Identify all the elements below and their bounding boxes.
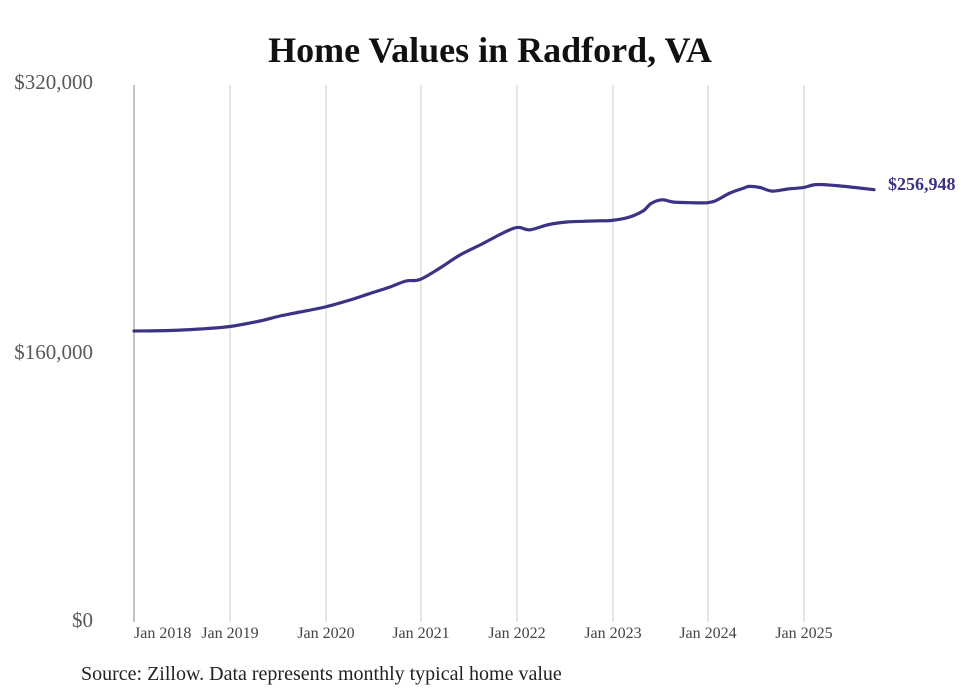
svg-text:Jan 2021: Jan 2021	[392, 625, 449, 642]
svg-text:Jan 2019: Jan 2019	[201, 625, 258, 642]
svg-text:Jan 2025: Jan 2025	[775, 625, 832, 642]
svg-text:$256,948: $256,948	[888, 174, 956, 194]
svg-text:Jan 2020: Jan 2020	[297, 625, 354, 642]
svg-text:$320,000: $320,000	[14, 70, 93, 94]
svg-text:$160,000: $160,000	[14, 340, 93, 364]
svg-text:Jan 2023: Jan 2023	[584, 625, 641, 642]
svg-text:Jan 2018: Jan 2018	[134, 625, 191, 642]
svg-text:$0: $0	[72, 608, 93, 632]
svg-text:Jan 2022: Jan 2022	[488, 625, 545, 642]
svg-text:Jan 2024: Jan 2024	[679, 625, 736, 642]
